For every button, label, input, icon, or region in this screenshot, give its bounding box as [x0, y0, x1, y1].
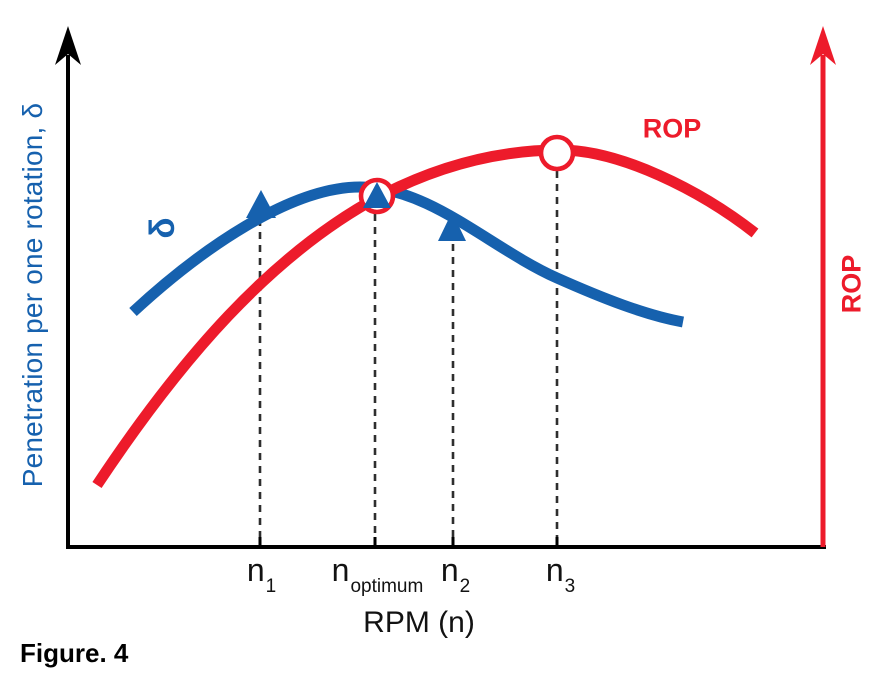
rop-curve-label: ROP	[642, 113, 702, 144]
left-axis-label: Penetration per one rotation, δ	[17, 102, 48, 488]
tick-base: n	[440, 552, 459, 588]
x-tick-label-n1: n1	[246, 552, 276, 597]
tick-subscript: 2	[459, 576, 471, 597]
rop-curve	[92, 144, 759, 489]
y-axis-left-arrowhead-icon	[55, 26, 81, 65]
tick-base: n	[545, 552, 564, 588]
tick-base: n	[246, 552, 265, 588]
x-axis-ticks	[258, 537, 559, 547]
y-axis-right-arrowhead-icon	[810, 26, 836, 65]
delta-curve	[129, 181, 684, 328]
tick-subscript: 1	[265, 576, 277, 597]
tick-subscript: 3	[564, 576, 576, 597]
x-axis-label: RPM (n)	[363, 606, 475, 639]
delta-curve-label: δ	[143, 217, 182, 239]
right-axis-label: ROP	[836, 254, 867, 314]
tick-subscript: optimum	[350, 576, 424, 597]
x-tick-label-noptimum: noptimum	[331, 552, 424, 597]
tick-base: n	[331, 552, 350, 588]
x-tick-label-n2: n2	[440, 552, 470, 597]
circle-marker-n3	[538, 134, 576, 172]
triangle-marker-n2	[438, 212, 466, 241]
triangle-marker-n1	[246, 190, 276, 218]
dashed-reference-lines	[258, 171, 559, 545]
triangle-marker-noptimum	[363, 182, 391, 208]
x-tick-label-n3: n3	[545, 552, 575, 597]
figure-caption: Figure. 4	[20, 638, 129, 668]
